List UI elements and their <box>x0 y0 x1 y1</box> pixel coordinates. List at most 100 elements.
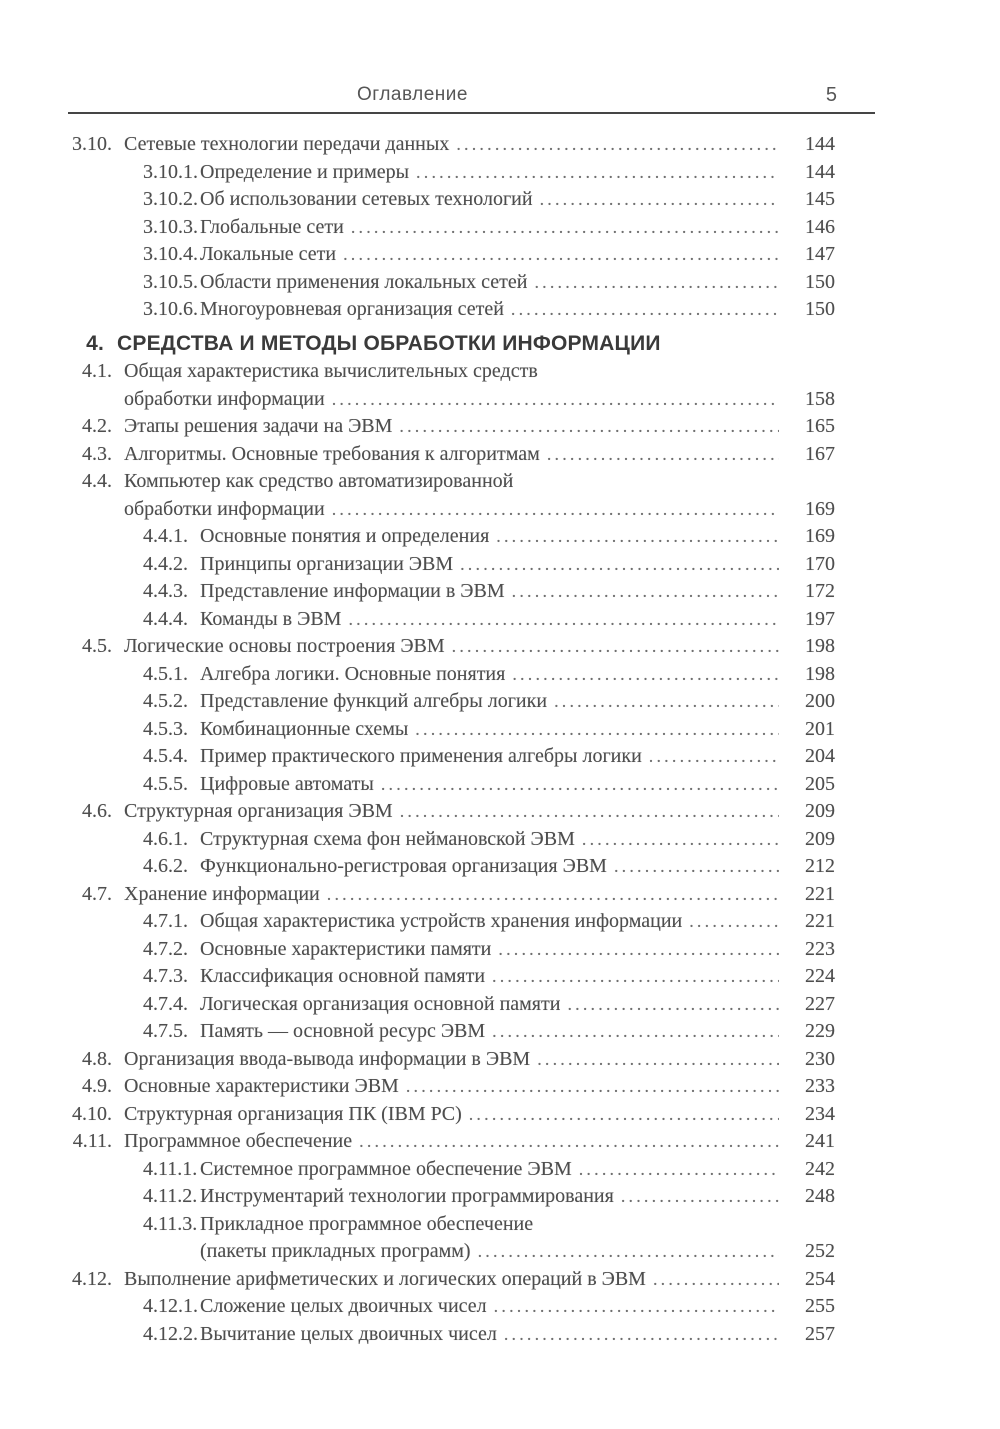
dot-leader: ........................................… <box>510 299 779 319</box>
toc-entry-page: 150 <box>805 270 835 293</box>
toc-entry: 4.4. Компьютер как средство автоматизиров… <box>70 468 835 496</box>
dot-leader: ........................................… <box>350 216 779 237</box>
toc-entry: 4.5.4. Пример практического применения ал… <box>70 743 835 771</box>
toc-entry-title: обработки информации <box>124 497 325 520</box>
dot-leader: ........................................… <box>343 244 779 264</box>
toc-entry: 4.11.2. Инструментарий технологии програм… <box>70 1183 835 1211</box>
toc-entry-page: 170 <box>805 552 835 575</box>
page-header: Оглавление 5 <box>70 84 875 110</box>
toc-entry: 4.7.4. Логическая организация основной па… <box>70 991 835 1019</box>
toc-entry-title: Представление информации в ЭВМ <box>200 580 505 602</box>
dot-leader: ........................................… <box>496 526 779 546</box>
toc-entry: 4.11.1. Системное программное обеспечение… <box>70 1156 835 1184</box>
toc-entry: 3.10.5. Области применения локальных сете… <box>70 269 835 297</box>
toc-entry-title: Структурная схема фон неймановской ЭВМ <box>200 827 575 850</box>
toc-entry-number: 4.5.1. <box>143 662 188 685</box>
toc-entry-page: 204 <box>805 745 835 767</box>
dot-leader: ........................................… <box>534 271 779 292</box>
toc-entry: 4.11. Программное обеспечение............… <box>70 1128 835 1156</box>
toc-entry-title: Алгоритмы. Основные требования к алгорит… <box>124 442 540 465</box>
toc-entry-number: 4.4.4. <box>143 607 188 630</box>
toc-entry-number: 4.6.2. <box>143 855 188 877</box>
dot-leader: ........................................… <box>380 773 779 794</box>
toc-entry-page: 201 <box>805 717 835 740</box>
toc-entry: 3.10.6. Многоуровневая организация сетей.… <box>70 296 835 324</box>
toc-entry-page: 167 <box>805 442 835 465</box>
toc-entry-title: Общая характеристика вычислительных сред… <box>124 360 538 382</box>
toc-entry-title: Пример практического применения алгебры … <box>200 745 642 767</box>
toc-entry-title: Многоуровневая организация сетей <box>200 298 504 320</box>
toc-entry-title: Основные характеристики памяти <box>200 937 492 960</box>
toc-entry-page: 254 <box>805 1267 835 1290</box>
toc-entry-title: Программное обеспечение <box>124 1130 353 1152</box>
toc-entry-title: Этапы решения задачи на ЭВМ <box>124 415 393 437</box>
toc-entry-number: 4.12.2. <box>143 1322 198 1345</box>
toc-entry-title: Основные характеристики ЭВМ <box>124 1075 399 1097</box>
toc-entry-page: 234 <box>805 1102 835 1125</box>
toc-entry-number: 4.4.1. <box>143 525 188 547</box>
toc-entry-title: Выполнение арифметических и логических о… <box>124 1267 646 1290</box>
toc-entry-number: 4.4.2. <box>143 552 188 575</box>
toc-entry: 4.4.2. Принципы организации ЭВМ..........… <box>70 551 835 579</box>
toc-entry-continuation: обработки информации....................… <box>70 496 835 524</box>
toc-entry: 4.6.2. Функционально-регистровая организа… <box>70 853 835 881</box>
toc-entry-page: 252 <box>805 1240 835 1262</box>
toc-entry: 4.12.1. Сложение целых двоичных чисел....… <box>70 1293 835 1321</box>
toc-entry-page: 223 <box>805 937 835 960</box>
dot-leader: ........................................… <box>331 388 779 409</box>
toc-entry-page: 255 <box>805 1295 835 1317</box>
toc-entry-page: 144 <box>805 160 835 183</box>
toc-entry-number: 4.5.3. <box>143 717 188 740</box>
toc-entry-number: 4.7. <box>82 882 112 905</box>
toc-entry-page: 146 <box>805 215 835 238</box>
toc-entry: 4.7. Хранение информации.................… <box>70 881 835 909</box>
toc-entry-number: 4.8. <box>82 1047 112 1070</box>
dot-leader: ........................................… <box>468 1103 779 1124</box>
toc-entry-page: 229 <box>805 1020 835 1042</box>
toc-entry-number: 4.4. <box>82 470 112 492</box>
dot-leader: ........................................… <box>451 636 779 656</box>
toc-entry-title: Логические основы построения ЭВМ <box>124 635 445 657</box>
toc-entry-title: Системное программное обеспечение ЭВМ <box>200 1157 572 1180</box>
toc-entry-number: 4.5.4. <box>143 745 188 767</box>
toc-entry-number: 4.4.3. <box>143 580 188 602</box>
toc-entry-page: 145 <box>805 188 835 210</box>
toc-entry-number: 3.10. <box>72 133 112 155</box>
toc-entry-page: 230 <box>805 1047 835 1070</box>
toc-entry-title: Глобальные сети <box>200 215 344 238</box>
toc-entry-page: 233 <box>805 1075 835 1097</box>
toc-entry-title: Компьютер как средство автоматизированно… <box>124 470 514 492</box>
toc-entry-title: Общая характеристика устройств хранения … <box>200 910 683 932</box>
toc-entry: 4.11.3. Прикладное программное обеспечени… <box>70 1211 835 1239</box>
toc-entry-number: 4.7.4. <box>143 992 188 1015</box>
toc-entry-title: Хранение информации <box>124 882 320 905</box>
toc-entry: 4.10. Структурная организация ПК (IBM PC)… <box>70 1101 835 1129</box>
toc-entry-page: 198 <box>805 662 835 685</box>
dot-leader: ........................................… <box>512 663 779 684</box>
dot-leader: ........................................… <box>620 1186 779 1206</box>
toc-entry-page: 158 <box>805 387 835 410</box>
toc-section-heading: 4. СРЕДСТВА И МЕТОДЫ ОБРАБОТКИ ИНФОРМАЦИИ <box>70 330 835 358</box>
dot-leader: ........................................… <box>405 1076 779 1096</box>
page-title: Оглавление <box>357 84 468 105</box>
toc-entry-title: Определение и примеры <box>200 160 410 183</box>
toc-entry: 4.3. Алгоритмы. Основные требования к алг… <box>70 441 835 469</box>
dot-leader: ........................................… <box>546 443 779 464</box>
dot-leader: ........................................… <box>326 883 779 904</box>
toc-entry-number: 4.10. <box>72 1102 112 1125</box>
toc-entry-number: 4.11.3. <box>143 1212 198 1235</box>
toc-entry-number: 4.7.3. <box>143 965 188 987</box>
toc-entry-title: Память — основной ресурс ЭВМ <box>200 1020 486 1042</box>
dot-leader: ........................................… <box>493 1296 779 1316</box>
toc-entry-number: 4.9. <box>82 1075 112 1097</box>
dot-leader: ........................................… <box>578 1158 779 1179</box>
dot-leader: ........................................… <box>348 608 779 629</box>
toc-entry-page: 257 <box>805 1322 835 1345</box>
toc-entry-title: Цифровые автоматы <box>200 772 374 795</box>
dot-leader: ........................................… <box>537 1048 779 1069</box>
toc-entry: 4.12.2. Вычитание целых двоичных чисел...… <box>70 1321 835 1349</box>
toc-entry-title: Области применения локальных сетей <box>200 270 528 293</box>
dot-leader: ........................................… <box>460 553 779 574</box>
toc-entry-number: 3.10.1. <box>143 160 198 183</box>
